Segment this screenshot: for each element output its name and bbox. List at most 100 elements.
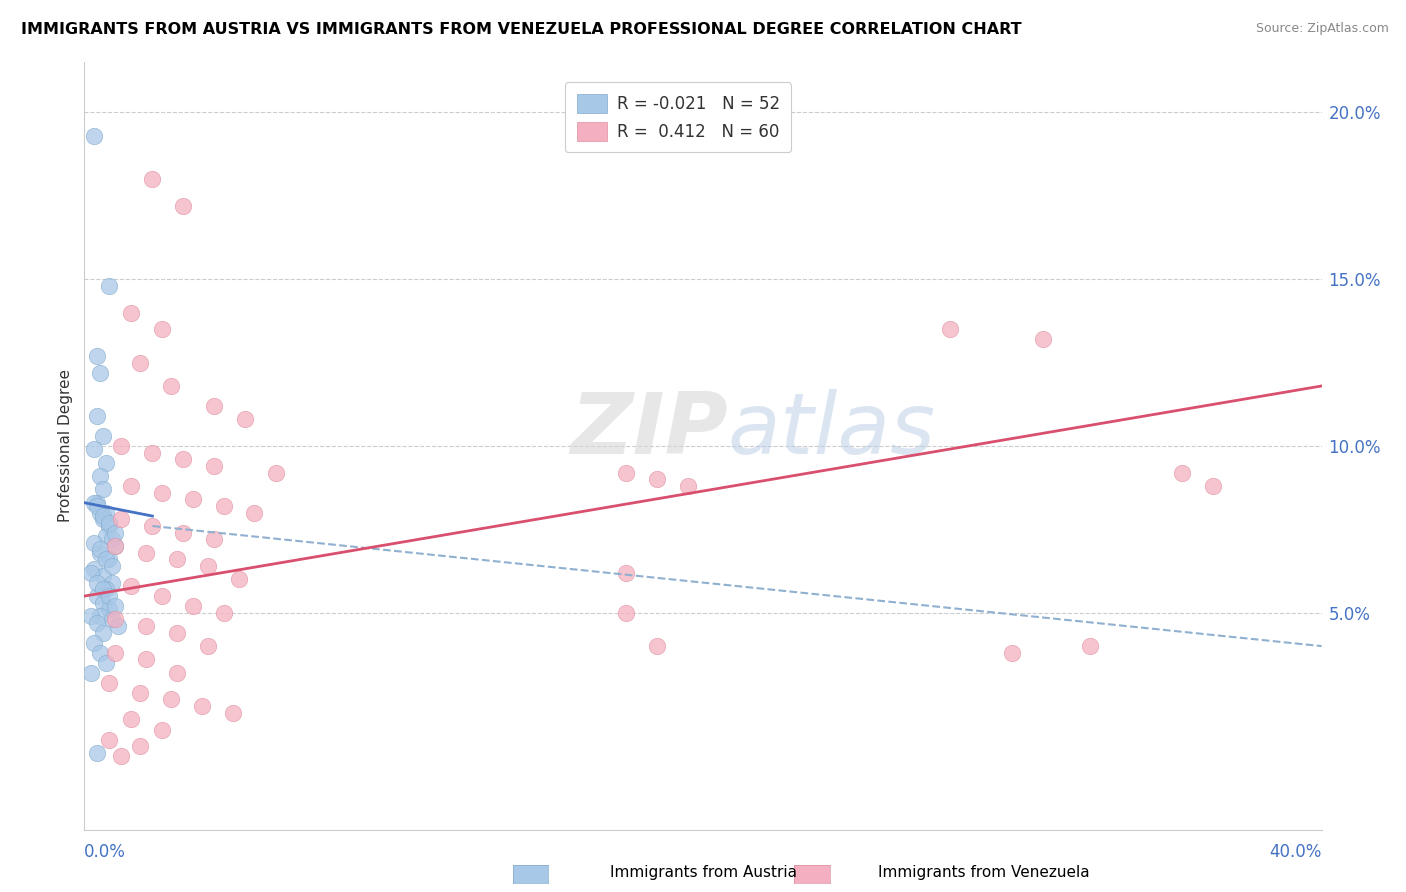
- Point: [141, 519, 163, 533]
- Point: [89, 546, 111, 560]
- Point: [202, 533, 225, 547]
- Point: [202, 399, 225, 413]
- Point: [98, 732, 121, 747]
- Text: Immigrants from Venezuela: Immigrants from Venezuela: [879, 865, 1090, 880]
- Point: [110, 512, 132, 526]
- Point: [101, 559, 124, 574]
- Point: [614, 606, 637, 620]
- Point: [243, 506, 266, 520]
- Point: [86, 349, 108, 363]
- Point: [197, 559, 219, 574]
- Point: [110, 439, 132, 453]
- Point: [101, 575, 124, 590]
- Legend: R = -0.021   N = 52, R =  0.412   N = 60: R = -0.021 N = 52, R = 0.412 N = 60: [565, 82, 792, 153]
- Point: [86, 615, 108, 630]
- Point: [94, 582, 117, 597]
- Point: [172, 452, 194, 467]
- Text: IMMIGRANTS FROM AUSTRIA VS IMMIGRANTS FROM VENEZUELA PROFESSIONAL DEGREE CORRELA: IMMIGRANTS FROM AUSTRIA VS IMMIGRANTS FR…: [21, 22, 1022, 37]
- Point: [83, 535, 105, 549]
- Point: [86, 589, 108, 603]
- Text: atlas: atlas: [728, 389, 936, 472]
- Point: [91, 625, 114, 640]
- Point: [181, 492, 204, 507]
- Point: [89, 469, 111, 483]
- Point: [160, 379, 183, 393]
- Point: [135, 619, 157, 633]
- Point: [83, 562, 105, 576]
- Point: [120, 479, 142, 493]
- Point: [101, 533, 124, 547]
- Point: [91, 512, 114, 526]
- Point: [98, 519, 121, 533]
- Point: [94, 506, 117, 520]
- Point: [166, 665, 188, 680]
- Point: [614, 466, 637, 480]
- Point: [104, 539, 127, 553]
- Point: [91, 483, 114, 497]
- Point: [939, 322, 962, 336]
- Point: [89, 609, 111, 624]
- Point: [91, 569, 114, 583]
- Point: [129, 686, 152, 700]
- Point: [83, 496, 105, 510]
- Point: [98, 516, 121, 530]
- Point: [129, 356, 152, 370]
- Point: [1001, 646, 1024, 660]
- Point: [91, 429, 114, 443]
- Point: [172, 525, 194, 540]
- Point: [150, 322, 173, 336]
- Point: [1032, 332, 1054, 346]
- Point: [79, 566, 101, 580]
- Point: [94, 456, 117, 470]
- Point: [228, 573, 250, 587]
- Point: [141, 172, 163, 186]
- Point: [676, 479, 699, 493]
- Point: [83, 636, 105, 650]
- Point: [233, 412, 256, 426]
- Text: Immigrants from Austria: Immigrants from Austria: [609, 865, 797, 880]
- Point: [1171, 466, 1194, 480]
- Point: [89, 506, 111, 520]
- Point: [1202, 479, 1225, 493]
- Point: [150, 589, 173, 603]
- Point: [129, 739, 152, 754]
- Point: [91, 582, 114, 597]
- Point: [94, 552, 117, 566]
- Point: [197, 639, 219, 653]
- Point: [101, 612, 124, 626]
- Point: [83, 442, 105, 457]
- Point: [181, 599, 204, 613]
- Point: [645, 472, 668, 486]
- Point: [202, 458, 225, 473]
- Point: [120, 579, 142, 593]
- Point: [135, 546, 157, 560]
- Point: [135, 652, 157, 666]
- Point: [91, 509, 114, 524]
- Text: Source: ZipAtlas.com: Source: ZipAtlas.com: [1256, 22, 1389, 36]
- Point: [1078, 639, 1101, 653]
- Point: [104, 525, 127, 540]
- Point: [94, 529, 117, 543]
- Point: [645, 639, 668, 653]
- Text: 0.0%: 0.0%: [84, 843, 127, 861]
- Point: [107, 619, 129, 633]
- Point: [150, 723, 173, 737]
- Point: [166, 552, 188, 566]
- Point: [104, 612, 127, 626]
- Point: [98, 552, 121, 566]
- Point: [89, 542, 111, 557]
- Point: [150, 485, 173, 500]
- Point: [98, 279, 121, 293]
- Point: [172, 199, 194, 213]
- Point: [98, 675, 121, 690]
- Point: [98, 589, 121, 603]
- Point: [212, 606, 235, 620]
- Point: [141, 445, 163, 459]
- Point: [86, 499, 108, 513]
- Text: ZIP: ZIP: [569, 389, 728, 472]
- Point: [264, 466, 287, 480]
- Point: [91, 596, 114, 610]
- Point: [104, 599, 127, 613]
- Point: [86, 496, 108, 510]
- Point: [86, 575, 108, 590]
